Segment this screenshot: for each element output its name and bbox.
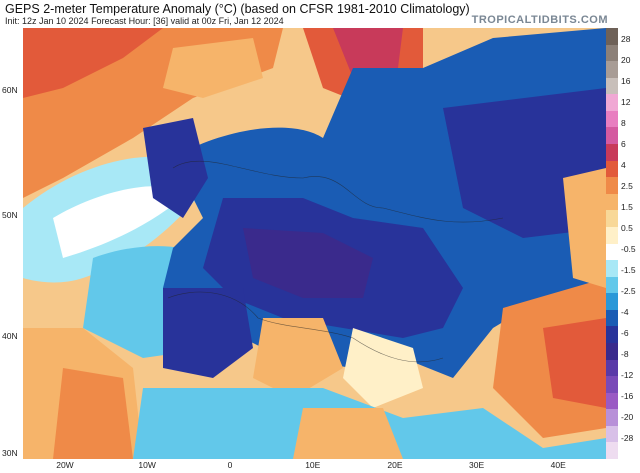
brand-watermark: TROPICALTIDBITS.COM [471, 14, 608, 26]
colorbar-label: -8 [621, 348, 629, 359]
scandinavia-hot [333, 28, 403, 78]
colorbar-segment [606, 409, 618, 427]
colorbar-label: -4 [621, 306, 629, 317]
colorbar-label: 1.5 [621, 201, 633, 212]
colorbar-label: 2.5 [621, 180, 633, 191]
uk-cold [143, 118, 208, 218]
longitude-label: 40E [550, 460, 566, 470]
atlantic-mild-region [163, 38, 263, 98]
longitude-label: 10W [138, 460, 156, 470]
colorbar-label: 20 [621, 54, 631, 65]
iberia-cold [163, 288, 253, 378]
colorbar-label: -28 [621, 432, 634, 443]
longitude-label: 20W [56, 460, 74, 470]
header: GEPS 2-meter Temperature Anomaly (°C) (b… [0, 0, 640, 28]
colorbar-segment [606, 94, 618, 112]
latitude-label: 30N [2, 448, 18, 458]
latitude-axis: 60N 50N 40N 30N [0, 28, 23, 459]
longitude-label: 30E [469, 460, 485, 470]
map-title: GEPS 2-meter Temperature Anomaly (°C) (b… [5, 2, 470, 16]
middle-east-hot [543, 318, 606, 408]
atlantic-hot-region [23, 28, 163, 98]
colorbar-segment [606, 193, 618, 211]
colorbar-segment [606, 326, 618, 344]
colorbar-segment [606, 425, 618, 443]
colorbar-segment [606, 177, 618, 195]
colorbar-segment [606, 127, 618, 145]
colorbar-label: 6 [621, 138, 626, 149]
colorbar-label: 4 [621, 159, 626, 170]
colorbar-segment [606, 293, 618, 311]
colorbar-label: -12 [621, 369, 634, 380]
anomaly-map [23, 28, 606, 459]
coastline [172, 160, 504, 223]
colorbar-segment [606, 243, 618, 261]
colorbar-segment [606, 61, 618, 79]
colorbar-segment [606, 110, 618, 128]
colorbar-label: -2.5 [621, 285, 636, 296]
coastline [167, 291, 444, 363]
map-subtitle: Init: 12z Jan 10 2024 Forecast Hour: [36… [5, 16, 284, 26]
longitude-label: 10E [305, 460, 321, 470]
colorbar-label: 8 [621, 117, 626, 128]
colorbar-segment [606, 226, 618, 244]
east-edge-warm [563, 168, 606, 288]
mediterranean-warm [253, 318, 343, 398]
longitude-label: 0 [227, 460, 233, 470]
longitude-label: 20E [387, 460, 403, 470]
france-germany-coldest [243, 228, 373, 298]
libya-warm [293, 408, 403, 459]
colorbar-label: -0.5 [621, 243, 636, 254]
colorbar-segment [606, 442, 618, 460]
map-canvas [23, 28, 606, 459]
colorbar-segment [606, 392, 618, 410]
latitude-label: 40N [2, 331, 18, 342]
sw-atlantic-hot [53, 368, 133, 459]
italy-mild [343, 328, 423, 408]
colorbar-label: -1.5 [621, 264, 636, 275]
colorbar-segment [606, 376, 618, 394]
colorbar-label: -16 [621, 390, 634, 401]
colorbar-segment [606, 144, 618, 162]
colorbar-segment [606, 44, 618, 62]
colorbar-label: 16 [621, 75, 631, 86]
colorbar-segment [606, 359, 618, 377]
atlantic-neutral-band [53, 186, 188, 258]
colorbar-label: 28 [621, 33, 631, 44]
colorbar-label: 12 [621, 96, 631, 107]
colorbar-segment [606, 28, 618, 46]
colorbar-segment [606, 276, 618, 294]
colorbar-segment [606, 260, 618, 278]
colorbar-label: -20 [621, 411, 634, 422]
latitude-label: 50N [2, 210, 18, 221]
colorbar: 28 20 16 12 8 6 4 2.5 1.5 0.5 -0.5 -1.5 -2.5 -4 -6 -8 -1… [606, 28, 640, 460]
colorbar-segment [606, 210, 618, 228]
colorbar-label: 0.5 [621, 222, 633, 233]
colorbar-segment [606, 309, 618, 327]
latitude-label: 60N [2, 85, 18, 96]
colorbar-segment [606, 160, 618, 178]
colorbar-segment [606, 77, 618, 95]
colorbar-segment [606, 342, 618, 361]
longitude-axis: 20W 10W 0 10E 20E 30E 40E [23, 459, 606, 473]
colorbar-label: -6 [621, 327, 629, 338]
